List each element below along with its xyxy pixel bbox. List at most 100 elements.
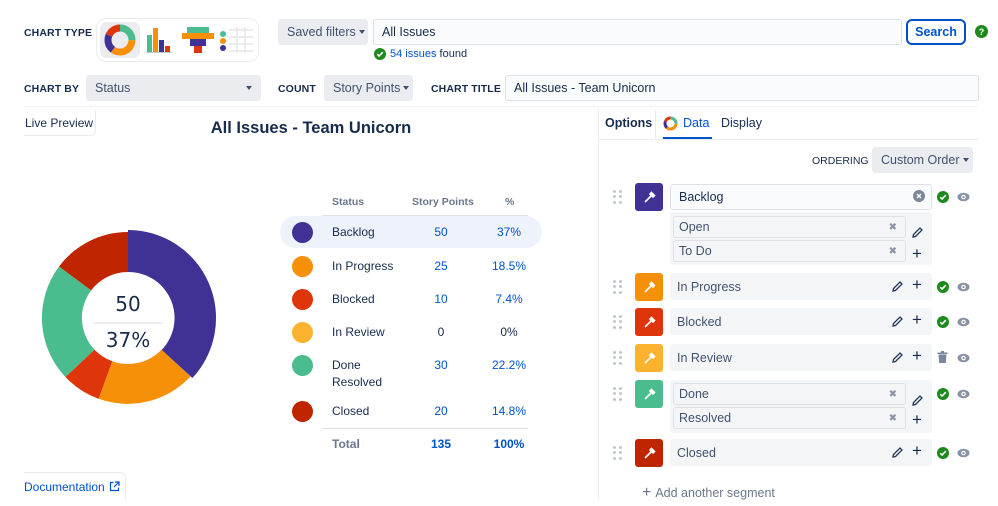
- legend-points[interactable]: 10: [434, 292, 448, 306]
- visibility-toggle[interactable]: [957, 389, 970, 399]
- add-status-button[interactable]: +: [912, 310, 922, 330]
- drag-handle[interactable]: [613, 315, 623, 329]
- chart-by-select[interactable]: Status: [86, 75, 261, 101]
- legend-status: In Progress: [332, 259, 394, 273]
- chart-type-table-button[interactable]: [219, 22, 255, 58]
- drag-handle[interactable]: [613, 387, 623, 401]
- edit-segment-button[interactable]: [891, 351, 904, 364]
- legend-status: Backlog: [332, 225, 375, 239]
- remove-chip-icon[interactable]: ✖: [888, 412, 897, 424]
- legend-points[interactable]: 25: [434, 259, 448, 273]
- ordering-dropdown[interactable]: Custom Order: [872, 147, 973, 173]
- donut-slice-backlog[interactable]: [128, 230, 217, 378]
- segment-name[interactable]: Closed: [677, 446, 716, 460]
- edit-segment-button[interactable]: [891, 315, 904, 328]
- chart-type-donut-button[interactable]: [100, 22, 141, 58]
- color-picker-button[interactable]: [635, 380, 663, 408]
- donut-tab-icon: [663, 116, 678, 134]
- drag-handle[interactable]: [613, 280, 623, 294]
- tab-display[interactable]: Display: [721, 116, 762, 130]
- visibility-toggle[interactable]: [957, 317, 970, 327]
- segment-name[interactable]: In Review: [677, 351, 732, 365]
- live-preview-tab[interactable]: Live Preview: [24, 110, 96, 136]
- add-segment-label: Add another segment: [655, 486, 775, 500]
- active-tab-underline: [663, 137, 712, 139]
- segment-name[interactable]: In Progress: [677, 280, 741, 294]
- donut-slice-blocked[interactable]: [65, 349, 113, 399]
- edit-segment-button[interactable]: [911, 226, 924, 239]
- legend-total-label: Total: [332, 437, 360, 451]
- remove-chip-icon[interactable]: ✖: [888, 221, 897, 233]
- delete-segment-button[interactable]: [937, 351, 948, 363]
- plus-icon: +: [642, 484, 652, 501]
- include-toggle[interactable]: [937, 388, 949, 400]
- donut-slice-done[interactable]: [41, 266, 95, 378]
- trash-icon: [937, 351, 948, 363]
- legend-points[interactable]: 50: [434, 225, 448, 239]
- segment-name-input[interactable]: Backlog: [670, 184, 932, 210]
- donut-slice-closed[interactable]: [59, 231, 128, 291]
- clear-input-button[interactable]: [913, 190, 925, 202]
- chart-title-input[interactable]: All Issues - Team Unicorn: [505, 75, 979, 101]
- visibility-toggle[interactable]: [957, 282, 970, 292]
- segment-name: Backlog: [679, 190, 724, 204]
- visibility-toggle[interactable]: [957, 192, 970, 202]
- include-toggle[interactable]: [937, 191, 949, 203]
- include-toggle[interactable]: [937, 447, 949, 459]
- legend-row-highlight: [280, 216, 542, 248]
- drag-handle[interactable]: [613, 446, 623, 460]
- filter-input[interactable]: All Issues: [373, 19, 902, 45]
- legend-percent: 18.5%: [491, 259, 527, 273]
- add-status-button[interactable]: +: [912, 275, 922, 295]
- add-status-button[interactable]: +: [912, 410, 922, 430]
- chart-type-funnel-button[interactable]: [181, 22, 215, 58]
- visibility-toggle[interactable]: [957, 353, 970, 363]
- issues-count-link[interactable]: 54 issues: [390, 48, 437, 60]
- search-button[interactable]: Search: [906, 19, 966, 45]
- eyedropper-icon: [643, 446, 656, 459]
- drag-handle[interactable]: [613, 190, 623, 204]
- legend-header-points: Story Points: [412, 196, 474, 208]
- donut-chart: [40, 230, 220, 413]
- legend-percent: 7.4%: [495, 292, 523, 306]
- include-toggle[interactable]: [937, 316, 949, 328]
- legend-status-line2: Resolved: [332, 375, 383, 389]
- edit-segment-button[interactable]: [891, 446, 904, 459]
- visibility-toggle[interactable]: [957, 448, 970, 458]
- documentation-link[interactable]: Documentation: [24, 472, 126, 500]
- color-picker-button[interactable]: [635, 183, 663, 211]
- chart-type-bar-button[interactable]: [144, 22, 176, 58]
- tab-data[interactable]: Data: [683, 116, 710, 130]
- add-status-button[interactable]: +: [912, 346, 922, 366]
- panel-tabs: [599, 108, 979, 140]
- remove-chip-icon[interactable]: ✖: [888, 388, 897, 400]
- legend-status: Blocked: [332, 292, 375, 306]
- tab-options[interactable]: Options: [605, 116, 653, 130]
- add-status-button[interactable]: +: [912, 244, 922, 264]
- color-picker-button[interactable]: [635, 439, 663, 467]
- segment-name[interactable]: Blocked: [677, 315, 722, 329]
- include-toggle[interactable]: [937, 281, 949, 293]
- edit-segment-button[interactable]: [891, 280, 904, 293]
- chevron-down-icon: [962, 158, 969, 162]
- edit-segment-button[interactable]: [911, 394, 924, 407]
- color-picker-button[interactable]: [635, 344, 663, 372]
- segment-row: [670, 344, 932, 371]
- chip-label: To Do: [679, 244, 712, 258]
- add-segment-button[interactable]: + Add another segment: [642, 484, 775, 502]
- chip-label: Open: [679, 220, 710, 234]
- legend-points[interactable]: 20: [434, 404, 448, 418]
- remove-chip-icon[interactable]: ✖: [888, 245, 897, 257]
- legend-status: Closed: [332, 404, 370, 418]
- drag-handle[interactable]: [613, 351, 623, 365]
- help-button[interactable]: ?: [975, 25, 988, 41]
- saved-filters-dropdown[interactable]: Saved filters: [278, 19, 368, 45]
- legend-points[interactable]: 30: [434, 358, 448, 372]
- color-picker-button[interactable]: [635, 273, 663, 301]
- color-picker-button[interactable]: [635, 308, 663, 336]
- legend-status: In Review: [332, 325, 385, 339]
- count-dropdown[interactable]: Story Points: [324, 75, 413, 101]
- legend-percent: 14.8%: [491, 404, 527, 418]
- donut-slice-in-progress[interactable]: [98, 349, 191, 404]
- add-status-button[interactable]: +: [912, 441, 922, 461]
